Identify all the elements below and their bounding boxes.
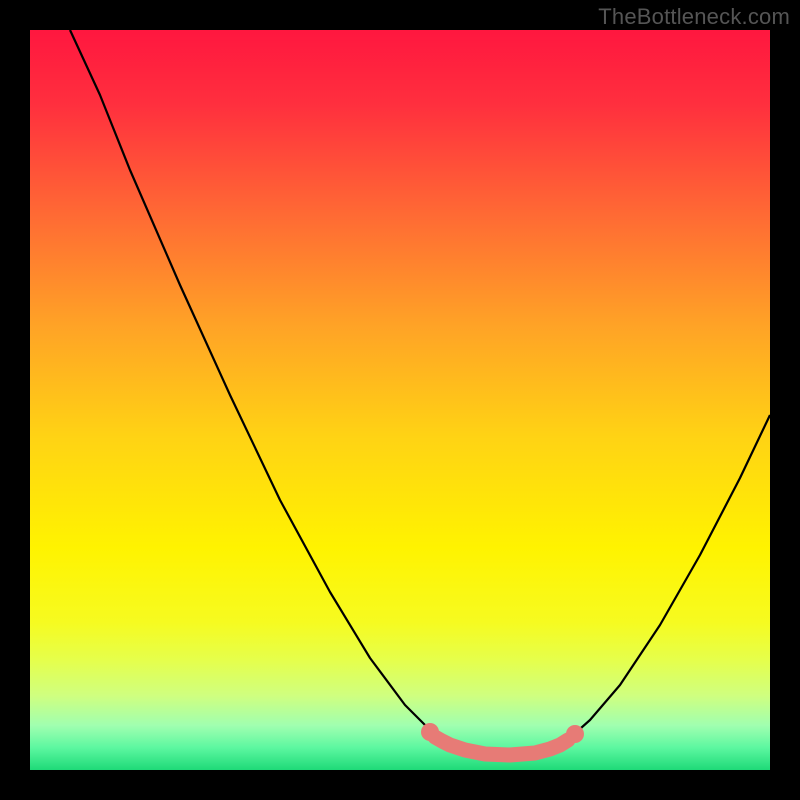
watermark-text: TheBottleneck.com <box>598 4 790 30</box>
plot-background <box>30 30 770 770</box>
marker-end-dot <box>421 723 439 741</box>
marker-end-dot <box>566 725 584 743</box>
bottleneck-chart-svg <box>0 0 800 800</box>
chart-canvas: TheBottleneck.com <box>0 0 800 800</box>
